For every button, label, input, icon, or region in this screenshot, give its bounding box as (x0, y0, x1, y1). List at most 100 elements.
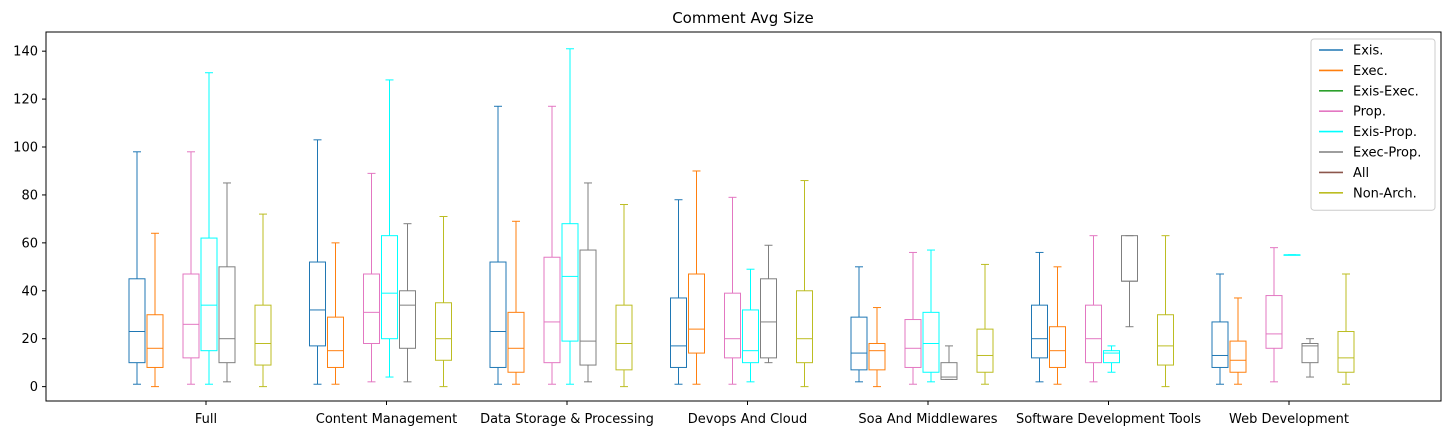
box-iqr (435, 302, 452, 361)
box-iqr (1211, 321, 1229, 368)
box-iqr (1121, 235, 1138, 282)
box-iqr (868, 342, 886, 371)
x-tick-label: Soa And Middlewares (858, 412, 997, 427)
legend-label: Exis-Exec. (1353, 84, 1419, 99)
box-exis--2 (489, 105, 507, 385)
legend-label: Exis. (1353, 44, 1383, 59)
legend-item: All (1319, 166, 1369, 181)
box-non-arch--4 (976, 263, 994, 385)
y-tick-label: 0 (30, 380, 38, 395)
legend-item: Exec. (1319, 64, 1388, 79)
x-tick-label: Content Management (316, 412, 457, 427)
plot-frame (45, 31, 1442, 402)
legend-label: Non-Arch. (1353, 186, 1417, 201)
box-iqr (724, 292, 741, 359)
box-non-arch--2 (615, 204, 633, 388)
box-iqr (1301, 342, 1319, 364)
box-iqr (922, 311, 940, 373)
box-iqr (254, 304, 272, 366)
box-exis--5 (1031, 251, 1048, 383)
chart-title: Comment Avg Size (672, 9, 814, 27)
box-iqr (760, 278, 777, 359)
box-iqr (579, 249, 597, 366)
legend-item: Non-Arch. (1319, 186, 1417, 201)
box-prop--1 (363, 172, 380, 383)
y-tick-label: 120 (13, 93, 38, 108)
box-iqr (1265, 295, 1283, 349)
legend-item: Prop. (1319, 105, 1386, 120)
box-exis-prop--5 (1103, 345, 1120, 373)
box-iqr (615, 304, 633, 371)
box-non-arch--1 (435, 216, 452, 388)
box-iqr (182, 273, 200, 359)
x-tick-label: Data Storage & Processing (480, 412, 654, 427)
box-non-arch--3 (796, 180, 813, 388)
legend-item: Exis. (1319, 44, 1383, 59)
box-non-arch--0 (254, 213, 272, 388)
y-tick-label: 80 (21, 188, 38, 203)
box-exis-prop--0 (200, 72, 218, 385)
box-exec--0 (146, 232, 164, 388)
box-iqr (363, 273, 380, 344)
box-exec-prop--2 (579, 182, 597, 383)
x-tick-label: Software Development Tools (1016, 412, 1201, 427)
legend-frame (1310, 38, 1436, 211)
box-exec--6 (1229, 297, 1247, 385)
box-iqr (904, 319, 922, 368)
y-tick-label: 100 (13, 141, 38, 156)
box-prop--5 (1085, 235, 1102, 383)
legend-item: Exis-Exec. (1319, 84, 1419, 99)
box-iqr (327, 316, 344, 368)
box-iqr (200, 237, 218, 352)
box-iqr (381, 235, 398, 340)
legend-label: Exec. (1353, 64, 1388, 79)
box-iqr (850, 316, 868, 371)
box-iqr (1103, 350, 1120, 364)
y-tick-label: 140 (13, 45, 38, 60)
y-tick-label: 60 (21, 236, 38, 251)
box-iqr (742, 309, 759, 364)
box-iqr (128, 278, 146, 364)
box-exec-prop--6 (1301, 338, 1319, 378)
box-exis-prop--1 (381, 79, 398, 378)
box-prop--6 (1265, 247, 1283, 383)
box-exec--2 (507, 220, 525, 385)
box-exec-prop--0 (218, 182, 236, 383)
box-iqr (218, 266, 236, 364)
box-exec--5 (1049, 266, 1066, 385)
box-exis-prop--4 (922, 249, 940, 383)
legend-label: Exec-Prop. (1353, 146, 1421, 161)
box-exec--1 (327, 242, 344, 385)
legend-label: Prop. (1353, 105, 1386, 120)
box-prop--4 (904, 251, 922, 385)
box-iqr (976, 328, 994, 373)
box-iqr (507, 311, 525, 373)
box-exis--0 (128, 151, 146, 385)
box-iqr (399, 290, 416, 349)
legend-label: Exis-Prop. (1353, 125, 1417, 140)
box-non-arch--6 (1337, 273, 1355, 385)
box-exec-prop--5 (1121, 235, 1138, 328)
box-iqr (1049, 326, 1066, 368)
box-prop--2 (543, 105, 561, 385)
box-exis--1 (309, 139, 326, 385)
box-exec-prop--3 (760, 244, 777, 364)
box-exis--3 (670, 199, 687, 385)
x-tick-label: Full (195, 412, 217, 427)
box-iqr (309, 261, 326, 347)
y-tick-label: 40 (21, 284, 38, 299)
box-iqr (670, 297, 687, 368)
box-iqr (688, 273, 705, 354)
box-iqr (543, 256, 561, 364)
box-exis-prop--6 (1283, 254, 1301, 256)
box-iqr (1031, 304, 1048, 359)
legend-item: Exis-Prop. (1319, 125, 1417, 140)
x-tick-label: Devops And Cloud (688, 412, 807, 427)
box-exec--4 (868, 307, 886, 388)
box-iqr (489, 261, 507, 368)
box-exec-prop--4 (940, 345, 958, 380)
box-iqr (1085, 304, 1102, 364)
axes-layer: 0 20 40 60 80 100 120 140 Full Content Management… (13, 31, 1442, 427)
box-iqr (796, 290, 813, 364)
